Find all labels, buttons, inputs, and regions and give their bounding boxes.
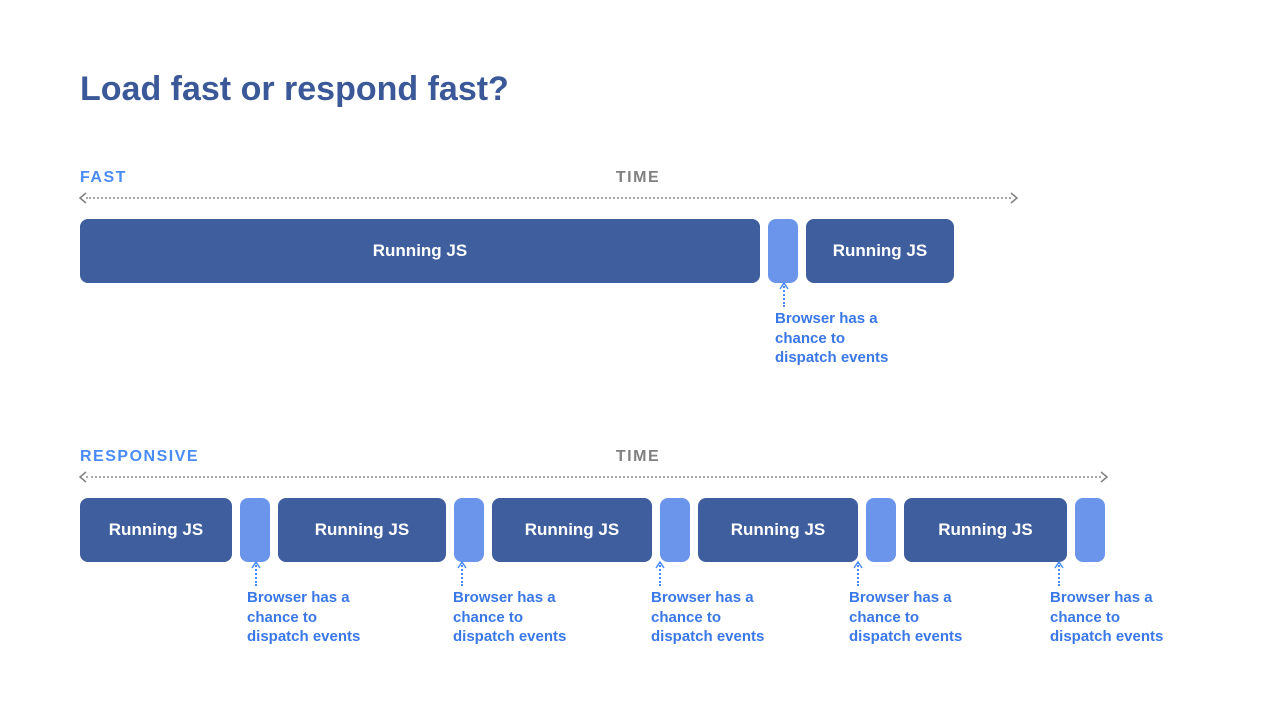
annotation: Browser has a chance to dispatch events <box>1058 562 1171 647</box>
js-block: Running JS <box>80 498 232 562</box>
timeline-track: Running JS Running JS <box>80 219 1196 283</box>
js-block: Running JS <box>80 219 760 283</box>
js-block: Running JS <box>698 498 858 562</box>
idle-block <box>454 498 484 562</box>
arrow-up-icon <box>655 561 665 569</box>
arrow-right-icon <box>1099 470 1109 484</box>
time-axis-label: TIME <box>616 169 660 187</box>
idle-block <box>768 219 798 283</box>
annotation-row: Browser has a chance to dispatch events <box>80 283 1196 393</box>
arrow-up-icon <box>779 282 789 290</box>
arrow-up-icon <box>853 561 863 569</box>
arrow-up-icon <box>457 561 467 569</box>
arrow-right-icon <box>1009 191 1019 205</box>
idle-block <box>660 498 690 562</box>
idle-block <box>240 498 270 562</box>
annotation: Browser has a chance to dispatch events <box>461 562 574 647</box>
page-title: Load fast or respond fast? <box>80 70 1196 109</box>
mode-label: FAST <box>80 169 127 187</box>
js-block: Running JS <box>492 498 652 562</box>
idle-block <box>1075 498 1105 562</box>
annotation: Browser has a chance to dispatch events <box>255 562 368 647</box>
time-axis <box>80 191 1017 205</box>
time-axis-label: TIME <box>616 448 660 466</box>
annotation-text: Browser has a chance to dispatch events <box>1050 588 1163 647</box>
js-block: Running JS <box>904 498 1067 562</box>
js-block: Running JS <box>278 498 446 562</box>
annotation: Browser has a chance to dispatch events <box>783 283 896 368</box>
annotation-row: Browser has a chance to dispatch eventsB… <box>80 562 1196 672</box>
js-block: Running JS <box>806 219 954 283</box>
timeline-section: RESPONSIVETIMERunning JSRunning JSRunnin… <box>80 448 1196 672</box>
timeline-track: Running JS Running JS Running JS Running JS… <box>80 498 1196 562</box>
annotation-text: Browser has a chance to dispatch events <box>849 588 962 647</box>
arrow-left-icon <box>78 470 88 484</box>
annotation-text: Browser has a chance to dispatch events <box>247 588 360 647</box>
annotation: Browser has a chance to dispatch events <box>857 562 970 647</box>
arrow-left-icon <box>78 191 88 205</box>
arrow-up-icon <box>1054 561 1064 569</box>
annotation-text: Browser has a chance to dispatch events <box>775 309 888 368</box>
mode-label: RESPONSIVE <box>80 448 199 466</box>
idle-block <box>866 498 896 562</box>
annotation-text: Browser has a chance to dispatch events <box>651 588 764 647</box>
annotation: Browser has a chance to dispatch events <box>659 562 772 647</box>
timeline-section: FASTTIMERunning JSRunning JSBrowser has … <box>80 169 1196 393</box>
time-axis <box>80 470 1107 484</box>
annotation-text: Browser has a chance to dispatch events <box>453 588 566 647</box>
arrow-up-icon <box>251 561 261 569</box>
